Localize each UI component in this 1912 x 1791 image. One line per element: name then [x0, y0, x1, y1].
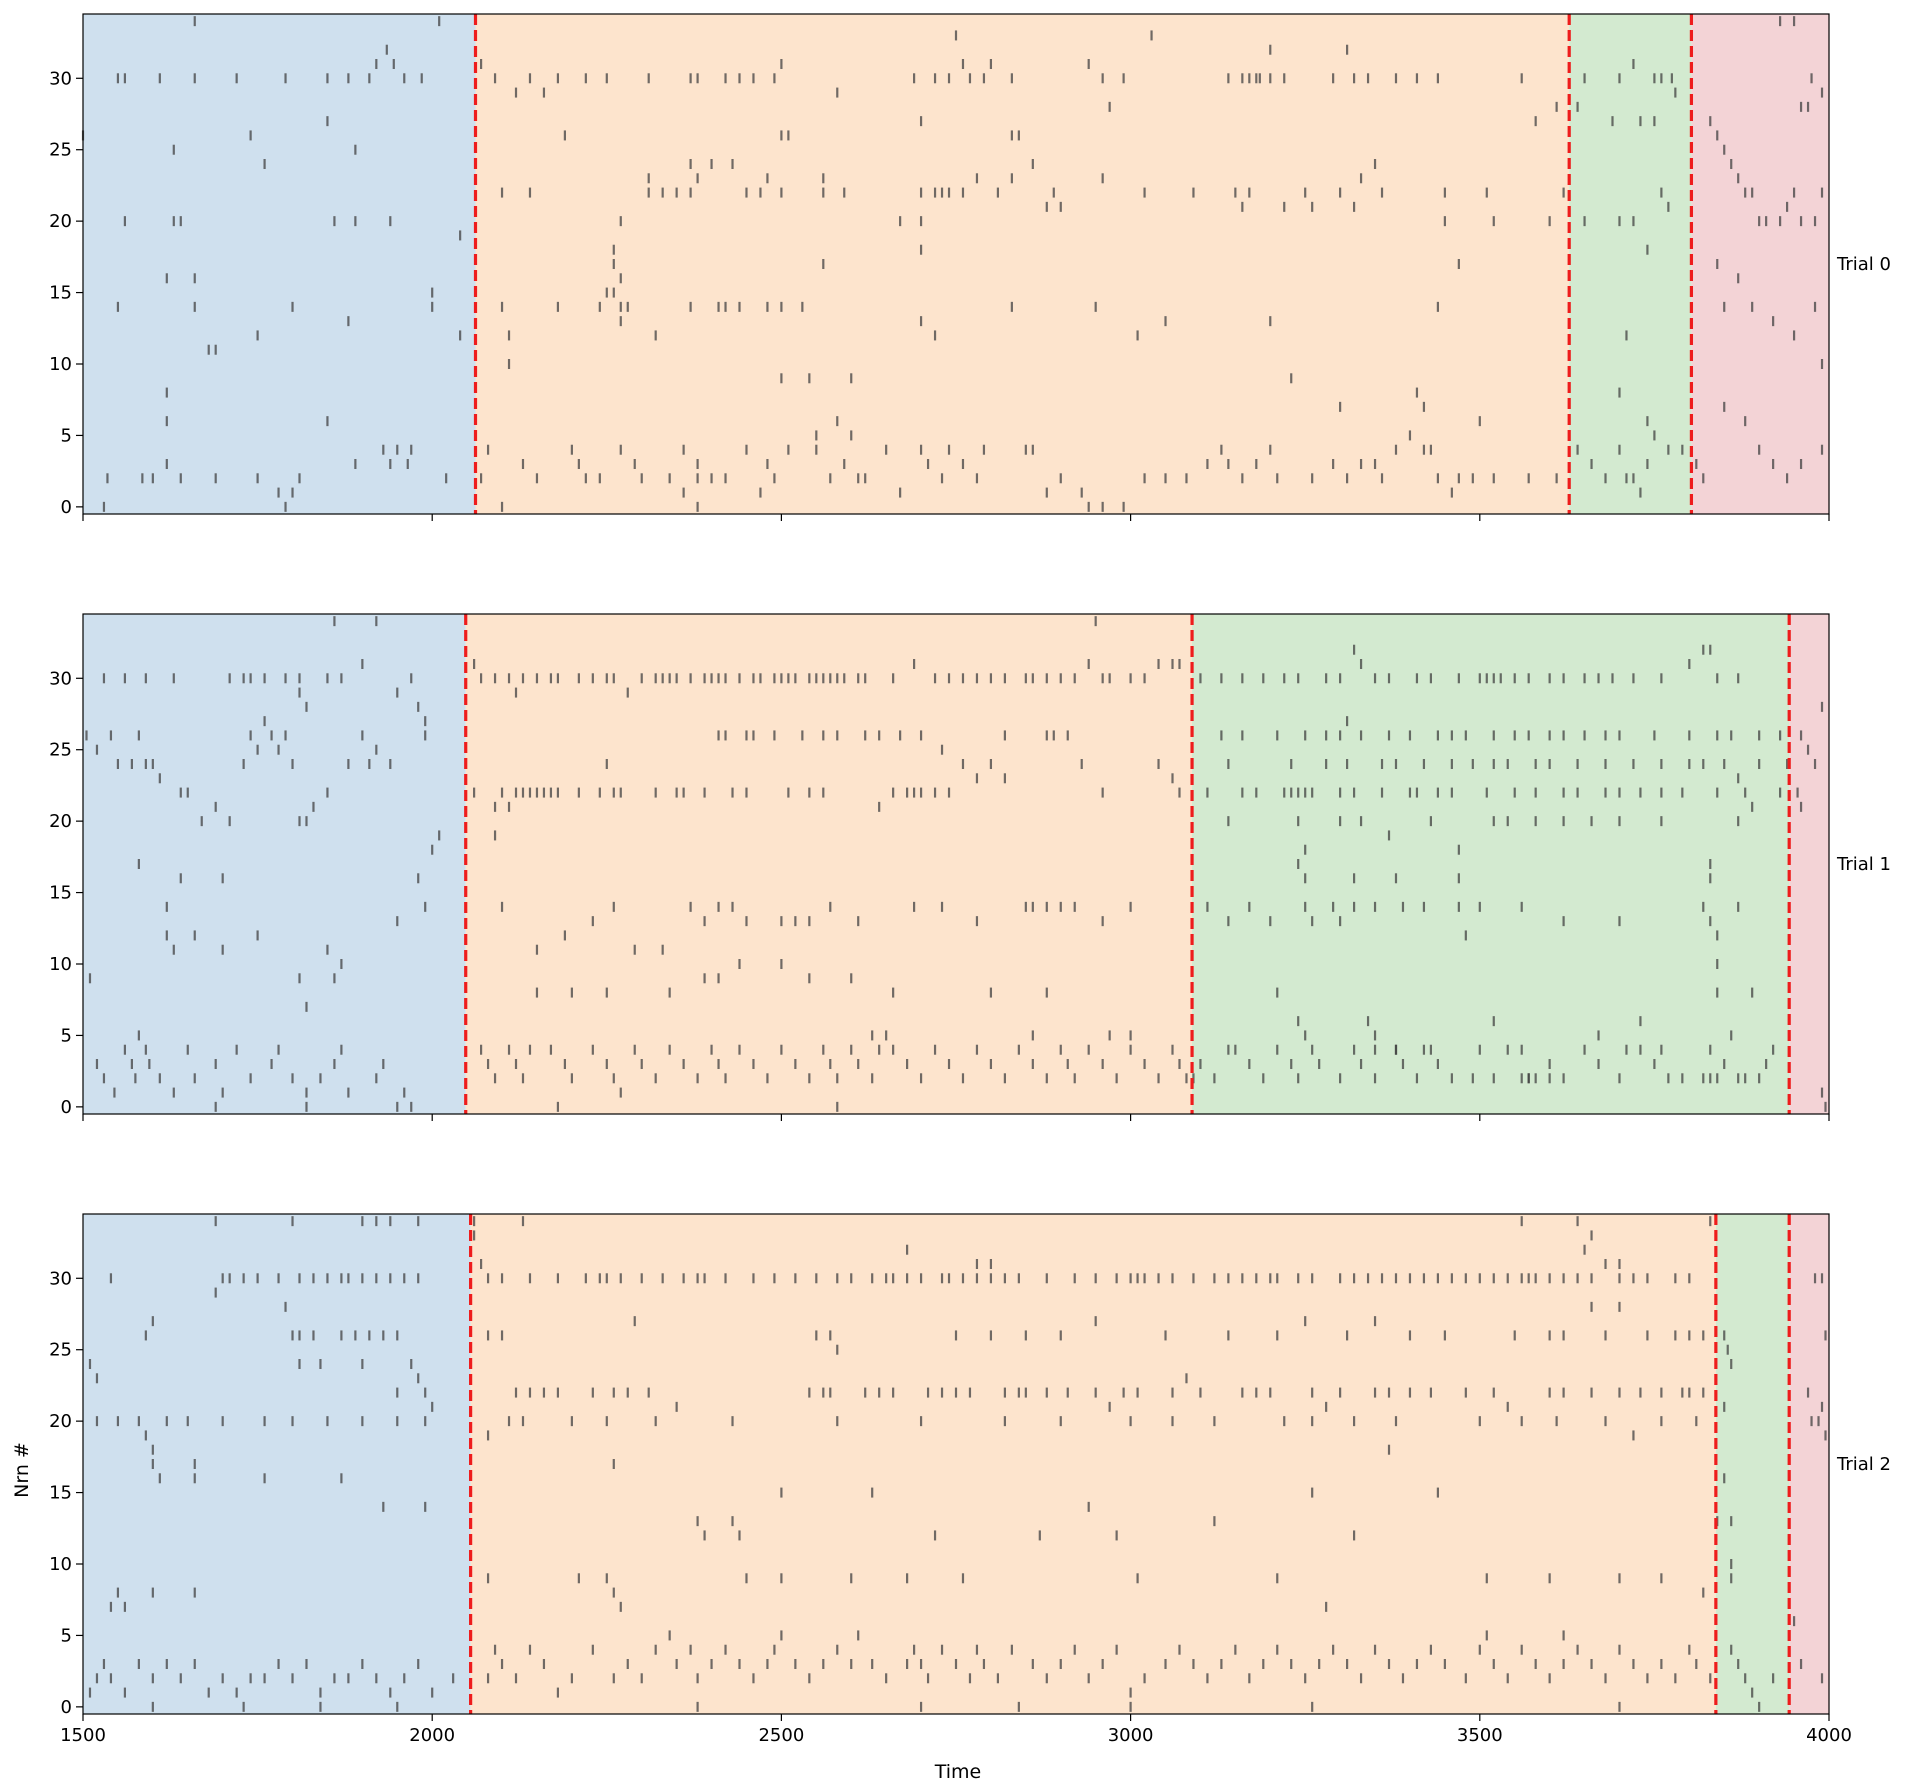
panels: 0 5 10 15 20 25 30 Trial 0 0 5 10 15 20 25 30 Trial 1 0 5… [49, 13, 1891, 1746]
x-axis-label: Time [934, 1761, 982, 1783]
y-tick-label: 20 [49, 1411, 72, 1432]
epoch-region [1789, 614, 1829, 1114]
trial-panel-0: 0 5 10 15 20 25 30 Trial 0 [49, 13, 1891, 521]
trial-label: Trial 0 [1836, 254, 1891, 275]
y-tick-label: 5 [61, 425, 72, 446]
y-tick-label: 30 [49, 1268, 72, 1289]
y-tick-label: 5 [61, 1625, 72, 1646]
y-tick-label: 10 [49, 954, 72, 975]
x-tick-label: 1500 [60, 1725, 106, 1746]
epoch-region [83, 14, 476, 514]
epoch-region [83, 614, 466, 1114]
epoch-region [470, 1214, 1716, 1714]
epoch-region [1192, 614, 1790, 1114]
trial-panel-1: 0 5 10 15 20 25 30 Trial 1 [49, 613, 1891, 1121]
axes-frame [82, 1213, 1830, 1715]
x-tick-label: 3500 [1457, 1725, 1503, 1746]
x-tick-label: 3000 [1108, 1725, 1154, 1746]
y-tick-label: 30 [49, 668, 72, 689]
epoch-region [1691, 14, 1829, 514]
y-tick-label: 15 [49, 1483, 72, 1504]
spike-group [85, 616, 1827, 1112]
trial-label: Trial 2 [1836, 1454, 1891, 1475]
epoch-region [475, 14, 1570, 514]
axes-frame [82, 13, 1830, 515]
y-tick-label: 5 [61, 1025, 72, 1046]
y-tick-label: 0 [61, 1097, 72, 1118]
y-tick-label: 15 [49, 283, 72, 304]
x-tick-label: 2000 [409, 1725, 455, 1746]
trial-label: Trial 1 [1836, 854, 1891, 875]
y-tick-label: 30 [49, 68, 72, 89]
y-tick-label: 25 [49, 140, 72, 161]
y-tick-label: 0 [61, 1697, 72, 1718]
y-axis-label: Nrn # [11, 1442, 33, 1498]
axes-frame [82, 613, 1830, 1115]
epoch-region [465, 614, 1193, 1114]
epoch-region [1569, 14, 1692, 514]
y-tick-label: 0 [61, 497, 72, 518]
y-tick-label: 25 [49, 740, 72, 761]
epoch-region [1715, 1214, 1790, 1714]
y-tick-label: 25 [49, 1340, 72, 1361]
x-tick-label: 4000 [1806, 1725, 1852, 1746]
spike-group [81, 16, 1824, 512]
epoch-region [83, 1214, 471, 1714]
spike-group [88, 1216, 1827, 1712]
trial-panel-2: 0 5 10 15 20 25 30 1500 2000 2500 3000 3500 4000 Tria… [49, 1213, 1891, 1746]
y-tick-label: 15 [49, 883, 72, 904]
y-tick-label: 20 [49, 211, 72, 232]
y-tick-label: 20 [49, 811, 72, 832]
epoch-region [1789, 1214, 1829, 1714]
y-tick-label: 10 [49, 354, 72, 375]
y-tick-label: 10 [49, 1554, 72, 1575]
x-tick-label: 2500 [758, 1725, 804, 1746]
